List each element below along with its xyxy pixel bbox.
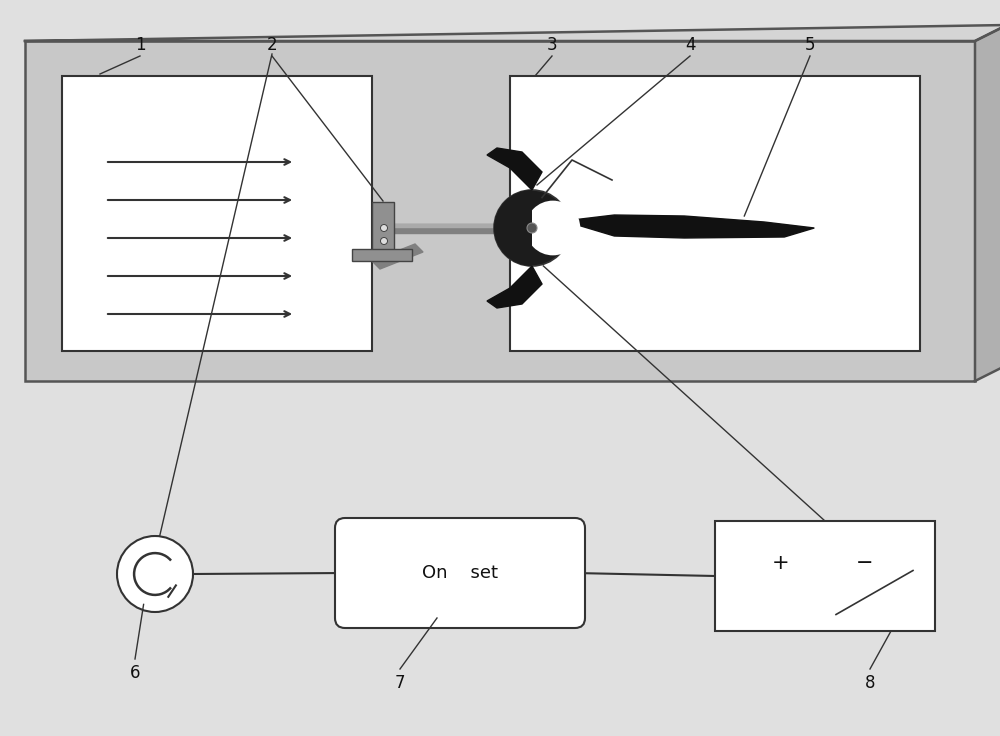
Circle shape [380,238,388,244]
Text: 5: 5 [805,36,815,54]
Bar [25,41,975,381]
Circle shape [494,190,570,266]
Circle shape [526,201,580,255]
Text: 8: 8 [865,674,875,692]
Text: 6: 6 [130,664,140,682]
Text: 4: 4 [685,36,695,54]
Polygon shape [25,25,1000,41]
Text: 3: 3 [547,36,557,54]
Circle shape [117,536,193,612]
Bar [62,76,372,351]
Polygon shape [487,266,542,308]
FancyBboxPatch shape [335,518,585,628]
Circle shape [380,224,388,232]
Polygon shape [975,25,1000,381]
Polygon shape [372,244,423,269]
Bar [715,521,935,631]
Polygon shape [564,215,814,238]
Text: −: − [856,553,873,573]
Bar [510,76,920,351]
Wedge shape [494,190,532,266]
Text: 2: 2 [267,36,277,54]
Circle shape [527,223,537,233]
Bar [352,249,412,261]
Text: +: + [772,553,790,573]
Text: On    set: On set [422,564,498,582]
Text: 7: 7 [395,674,405,692]
Text: 1: 1 [135,36,145,54]
Bar [372,202,394,254]
Polygon shape [487,148,542,190]
